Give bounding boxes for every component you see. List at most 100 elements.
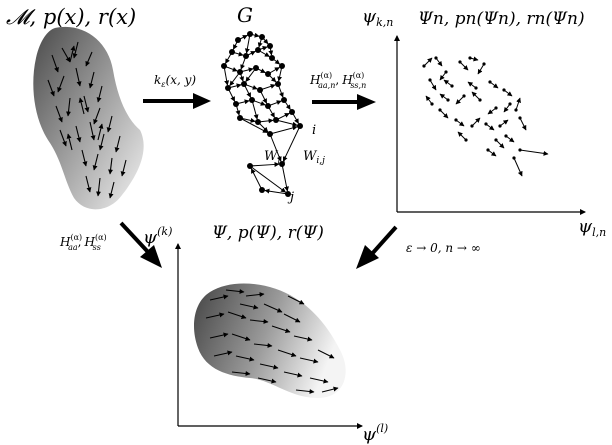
embedding-n-point (502, 88, 506, 92)
operators-label: H(α) aa, H(α) ss (59, 233, 107, 252)
embedding-title: Ψ, p(Ψ), r(Ψ) (212, 223, 324, 243)
embedding-n-point (462, 94, 466, 98)
graph-node (259, 34, 265, 40)
embedding-arrow (231, 333, 251, 341)
graph-node (233, 101, 239, 107)
graph-node (285, 191, 291, 197)
graph-edge (282, 125, 301, 162)
embedding-n-point (422, 64, 426, 68)
embedding-arrow (293, 335, 313, 342)
manifold-label: 𝓜, p(x), r(x) (6, 5, 136, 29)
embedding-arrow (287, 295, 305, 305)
graph-node (289, 109, 295, 115)
manifold-arrow (93, 107, 101, 125)
graph-edge (269, 133, 282, 162)
graph-node (297, 123, 303, 129)
graph-node (273, 117, 279, 123)
embedding-n-y-label: ψk,n (362, 6, 393, 29)
embedding-arrow (283, 371, 303, 378)
graph-edge (275, 119, 298, 127)
manifold-arrow (61, 47, 71, 63)
embedding-arrow (263, 303, 283, 313)
embedding-n-arrow (499, 119, 509, 127)
graph-node (235, 37, 241, 43)
embedding-n-arrow (471, 91, 481, 101)
manifold-arrow (97, 123, 104, 141)
manifold-arrow (75, 67, 82, 87)
manifold-arrow (72, 41, 79, 59)
embedding-arrow (209, 294, 229, 301)
operator-n-arrow (312, 94, 376, 110)
embedding-arrow (259, 363, 279, 370)
kernel-label: kε(x, y) (154, 73, 196, 89)
manifold-arrow (114, 135, 121, 153)
embedding-n-point (508, 102, 512, 106)
graph-node (259, 187, 265, 193)
manifold-arrow (89, 121, 96, 141)
weight-ji-label: Wj,i (264, 149, 286, 166)
embedding-n-arrow (467, 81, 477, 89)
manifold-arrow (51, 54, 59, 73)
embedding-n-arrow (443, 79, 453, 87)
embedding-n-arrow (459, 61, 469, 71)
embedding-n-arrow (439, 71, 447, 81)
embedding-n-point (474, 86, 478, 90)
graph-node (255, 47, 261, 53)
embedding-n-point (446, 98, 450, 102)
manifold-arrow (92, 153, 99, 171)
manifold-arrow (120, 159, 127, 177)
embedding-n-arrow (503, 103, 511, 113)
graph-node (265, 103, 271, 109)
manifold-arrow (96, 85, 103, 103)
graph-node (247, 31, 253, 37)
graph-node (249, 97, 255, 103)
embedding-n-arrow (455, 119, 465, 127)
manifold-arrow (85, 175, 92, 193)
embedding-arrow (239, 303, 259, 310)
graph-node (279, 161, 285, 167)
graph-edge (249, 161, 280, 167)
manifold-arrow (106, 115, 113, 133)
manifold-panel: 𝓜, p(x), r(x) (6, 5, 144, 210)
graph-edge (264, 188, 289, 195)
graph-edges (223, 32, 301, 195)
embedding-arrow (227, 311, 247, 319)
manifold-arrow (83, 95, 90, 113)
graph-node (225, 85, 231, 91)
embedding-arrow (245, 292, 265, 297)
embedding-n-arrow (519, 117, 527, 131)
connector-arrows (119, 93, 398, 269)
graph-node (243, 53, 249, 59)
embedding-n-point (482, 62, 486, 66)
graph-edge (251, 99, 259, 120)
embedding-arrow (317, 349, 335, 359)
graph-node (247, 163, 253, 169)
graph-node (281, 97, 287, 103)
graph-nodes (221, 31, 303, 197)
graph-node (269, 55, 275, 61)
graph-node (255, 119, 261, 125)
graph-edge (269, 125, 298, 135)
embedding-n-point (444, 70, 448, 74)
manifold-arrow (66, 133, 73, 151)
operators-n-label: H(α) aa,n, H(α) ss,n (309, 71, 366, 90)
embedding-arrow (231, 371, 251, 376)
embedding-n-point (438, 108, 442, 112)
embedding-n-point (488, 80, 492, 84)
graph-edge (281, 163, 289, 192)
weight-ij-label: Wi,j (303, 149, 325, 166)
embedding-arrow (295, 389, 315, 394)
manifold-arrow (88, 71, 95, 89)
embedding-n-point (494, 138, 498, 142)
embedding-arrow (253, 343, 273, 348)
manifold-arrow (59, 129, 67, 147)
embedding-n-point (470, 124, 474, 128)
embedding-arrow (209, 332, 229, 339)
embedding-arrow (205, 312, 225, 319)
embedding-arrow (271, 325, 291, 333)
graph-node (265, 71, 271, 77)
embedding-n-arrow (505, 135, 515, 143)
manifold-arrow (57, 75, 65, 93)
embedding-blob (194, 283, 346, 398)
embedding-n-arrow (423, 57, 433, 67)
